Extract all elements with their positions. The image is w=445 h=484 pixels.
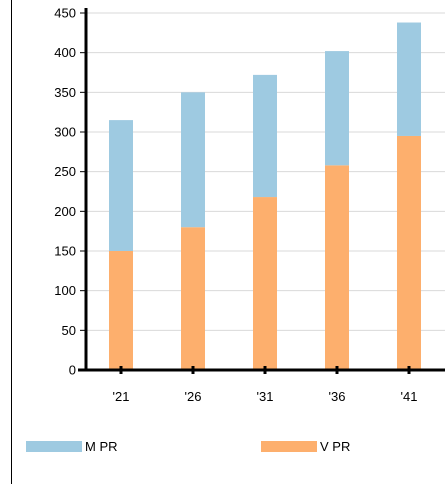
y-tick-label-50: 50 [62, 323, 76, 338]
y-axis: 0 50 100 150 200 250 300 350 400 450 [54, 6, 88, 378]
y-tick-label-0: 0 [69, 363, 76, 378]
chart-svg: 0 50 100 150 200 250 300 350 400 450 '21 '26 '31 '36… [54, 6, 445, 404]
bar-v-pr-1 [181, 227, 205, 370]
x-tick-label-1: '26 [185, 389, 202, 404]
bar-v-pr-3 [325, 165, 349, 370]
legend-label-v-pr: V PR [320, 438, 351, 454]
x-axis: '21 '26 '31 '36 '41 [78, 366, 445, 404]
bar-m-pr-4 [397, 22, 421, 136]
y-tick-label-450: 450 [54, 6, 76, 21]
x-tick-label-4: '41 [401, 389, 418, 404]
x-tick-label-2: '31 [257, 389, 274, 404]
y-tick-label-300: 300 [54, 125, 76, 140]
x-tick-label-0: '21 [113, 389, 130, 404]
y-tick-label-100: 100 [54, 283, 76, 298]
legend-swatch-m-pr [26, 440, 82, 452]
frame-left-border [11, 0, 12, 484]
y-tick-label-400: 400 [54, 45, 76, 60]
y-tick-label-200: 200 [54, 204, 76, 219]
bar-m-pr-3 [325, 51, 349, 166]
legend-item-v-pr: V PR [261, 438, 350, 454]
bar-v-pr-4 [397, 135, 421, 370]
gridlines [86, 12, 445, 331]
y-tick-label-350: 350 [54, 85, 76, 100]
bar-m-pr-1 [181, 92, 205, 228]
bar-v-pr-0 [109, 251, 133, 370]
y-tick-label-250: 250 [54, 164, 76, 179]
x-tick-label-3: '36 [329, 389, 346, 404]
bar-m-pr-2 [253, 74, 277, 198]
bar-m-pr-0 [109, 120, 133, 251]
legend-swatch-v-pr [261, 440, 317, 452]
y-tick-label-150: 150 [54, 244, 76, 259]
legend-label-m-pr: M PR [85, 438, 118, 454]
bars [109, 22, 421, 370]
legend-item-m-pr: M PR [26, 438, 118, 454]
bar-v-pr-2 [253, 197, 277, 370]
